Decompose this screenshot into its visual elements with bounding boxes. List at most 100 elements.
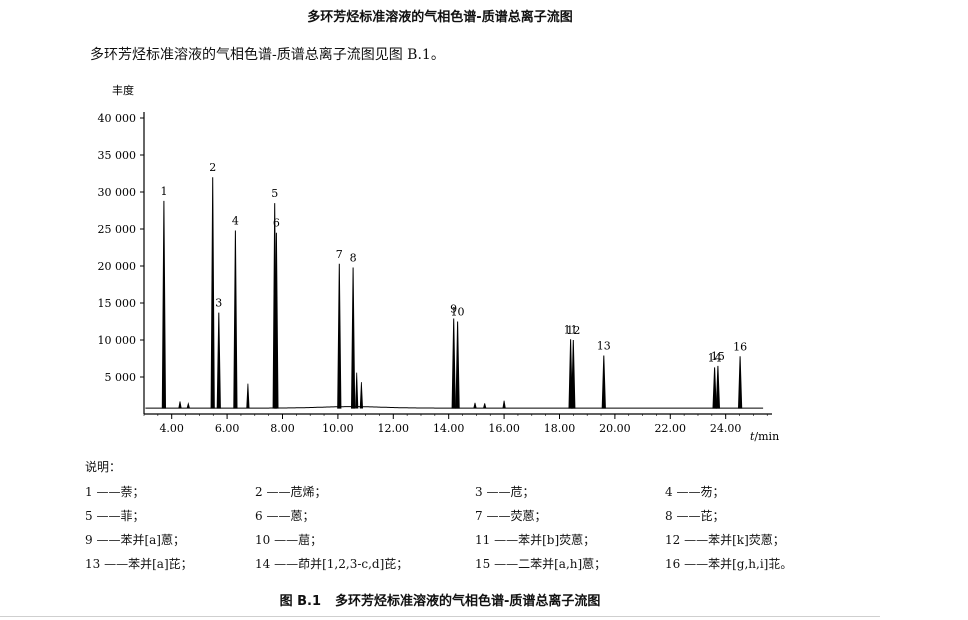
minor-peak: [359, 382, 364, 409]
legend-dash: ——: [100, 557, 129, 571]
legend-item-name: 萘；: [120, 485, 145, 499]
peak-label-5: 5: [271, 187, 278, 200]
legend-item-number: 1: [85, 485, 93, 499]
x-tick-label: 22.00: [655, 422, 687, 435]
legend-item-7: 7 ——荧蒽；: [475, 507, 546, 524]
legend-item-5: 5 ——菲；: [85, 507, 144, 524]
x-tick-label: 6.00: [215, 422, 240, 435]
minor-peak: [482, 403, 487, 409]
figure-caption: 图 B.1 多环芳烃标准溶液的气相色谱-质谱总离子流图: [0, 590, 880, 609]
peak-13: [601, 355, 606, 409]
x-tick-label: 18.00: [544, 422, 576, 435]
legend-title: 说明：: [85, 460, 122, 474]
legend-item-name: 苊烯；: [290, 485, 327, 499]
intro-paragraph: 多环芳烃标准溶液的气相色谱-质谱总离子流图见图 B.1。: [90, 47, 445, 63]
legend-item-number: 16: [665, 557, 681, 571]
legend-dash: ——: [92, 533, 121, 547]
peak-label-12: 12: [566, 324, 580, 337]
legend-item-number: 12: [665, 533, 681, 547]
peak-10: [455, 321, 460, 409]
legend-item-number: 4: [665, 485, 673, 499]
peak-label-3: 3: [215, 297, 222, 310]
figure-number: 图 B.1: [279, 594, 321, 609]
chromatogram-chart: 5 000 10 000 15 000 20 000 25 000 30 000 35 00…: [98, 83, 780, 443]
legend-dash: ——: [672, 509, 701, 523]
peak-label-16: 16: [733, 340, 747, 353]
y-tick-label: 35 000: [98, 149, 137, 162]
legend-item-name: 蒽；: [290, 509, 315, 523]
y-tick-label: 30 000: [98, 186, 137, 199]
peak-label-13: 13: [597, 340, 611, 353]
x-axis-label-symbol: t: [750, 430, 755, 443]
legend-item-15: 15 ——二苯并[a,h]蒽；: [475, 555, 606, 572]
legend-item-10: 10 ——䓛；: [255, 531, 322, 548]
legend-item-number: 3: [475, 485, 483, 499]
legend-dash: ——: [270, 533, 299, 547]
peak-label-4: 4: [232, 214, 239, 227]
legend-item-12: 12 ——苯并[k]荧蒽；: [665, 531, 785, 548]
legend-item-number: 15: [475, 557, 491, 571]
legend-item-9: 9 ——苯并[a]蒽；: [85, 531, 185, 548]
peak-7: [337, 263, 342, 409]
peak-16: [737, 356, 743, 409]
peak-14: [712, 367, 717, 409]
legend-item-name: 茚并[1,2,3-c,d]芘；: [298, 557, 409, 571]
x-tick-label: 14.00: [433, 422, 465, 435]
legend-item-name: 苯并[a]芘；: [128, 557, 193, 571]
peak-label-7: 7: [336, 248, 343, 261]
legend-item-number: 2: [255, 485, 263, 499]
peak-label-15: 15: [711, 350, 725, 363]
peak-label-11: 11: [564, 323, 578, 336]
x-tick-label: 8.00: [270, 422, 295, 435]
y-tick-label: 25 000: [98, 223, 137, 236]
legend-item-number: 6: [255, 509, 263, 523]
peak-6: [274, 232, 279, 409]
y-tick-label: 15 000: [98, 297, 137, 310]
legend-item-number: 11: [475, 533, 491, 547]
legend-item-8: 8 ——芘；: [665, 507, 724, 524]
legend-dash: ——: [92, 485, 121, 499]
legend-item-number: 9: [85, 533, 93, 547]
legend-item-name: 苊；: [510, 485, 535, 499]
legend-item-2: 2 ——苊烯；: [255, 483, 326, 500]
peak-4: [233, 230, 238, 409]
legend-item-11: 11 ——苯并[b]荧蒽；: [475, 531, 595, 548]
y-tick-label: 20 000: [98, 260, 137, 273]
legend-dash: ——: [482, 509, 511, 523]
legend-item-name: 苯并[g,h,i]苝。: [708, 557, 793, 571]
peak-8: [350, 267, 356, 409]
legend-item-13: 13 ——苯并[a]芘；: [85, 555, 193, 572]
minor-peak: [246, 383, 250, 409]
legend-item-name: 芘；: [700, 509, 725, 523]
chromatogram-trace: [145, 177, 764, 409]
legend-item-name: 苯并[k]荧蒽；: [708, 533, 785, 547]
legend-item-3: 3 ——苊；: [475, 483, 534, 500]
legend-item-number: 7: [475, 509, 483, 523]
x-tick-label: 24.00: [710, 422, 742, 435]
legend-dash: ——: [680, 533, 709, 547]
minor-peak: [186, 402, 191, 409]
legend-item-number: 13: [85, 557, 101, 571]
legend-item-number: 5: [85, 509, 93, 523]
peak-label-6: 6: [273, 217, 280, 230]
x-axis-label-unit: /min: [754, 430, 779, 443]
legend-dash: ——: [482, 485, 511, 499]
peak-label-9: 9: [450, 303, 457, 316]
legend-dash: ——: [680, 557, 709, 571]
minor-peak: [355, 372, 359, 409]
legend-item-16: 16 ——苯并[g,h,i]苝。: [665, 555, 792, 572]
x-tick-label: 10.00: [322, 422, 354, 435]
minor-peak: [473, 402, 477, 409]
legend-dash: ——: [672, 485, 701, 499]
legend-dash: ——: [490, 557, 519, 571]
legend-item-name: 䓛；: [298, 533, 323, 547]
minor-peak: [178, 401, 182, 409]
legend-item-4: 4 ——芴；: [665, 483, 724, 500]
legend-item-name: 芴；: [700, 485, 725, 499]
x-tick-label: 12.00: [378, 422, 410, 435]
y-tick-label: 10 000: [98, 334, 137, 347]
figure-title: 多环芳烃标准溶液的气相色谱-质谱总离子流图: [335, 594, 601, 609]
legend-item-name: 荧蒽；: [510, 509, 547, 523]
peak-15: [715, 365, 721, 409]
